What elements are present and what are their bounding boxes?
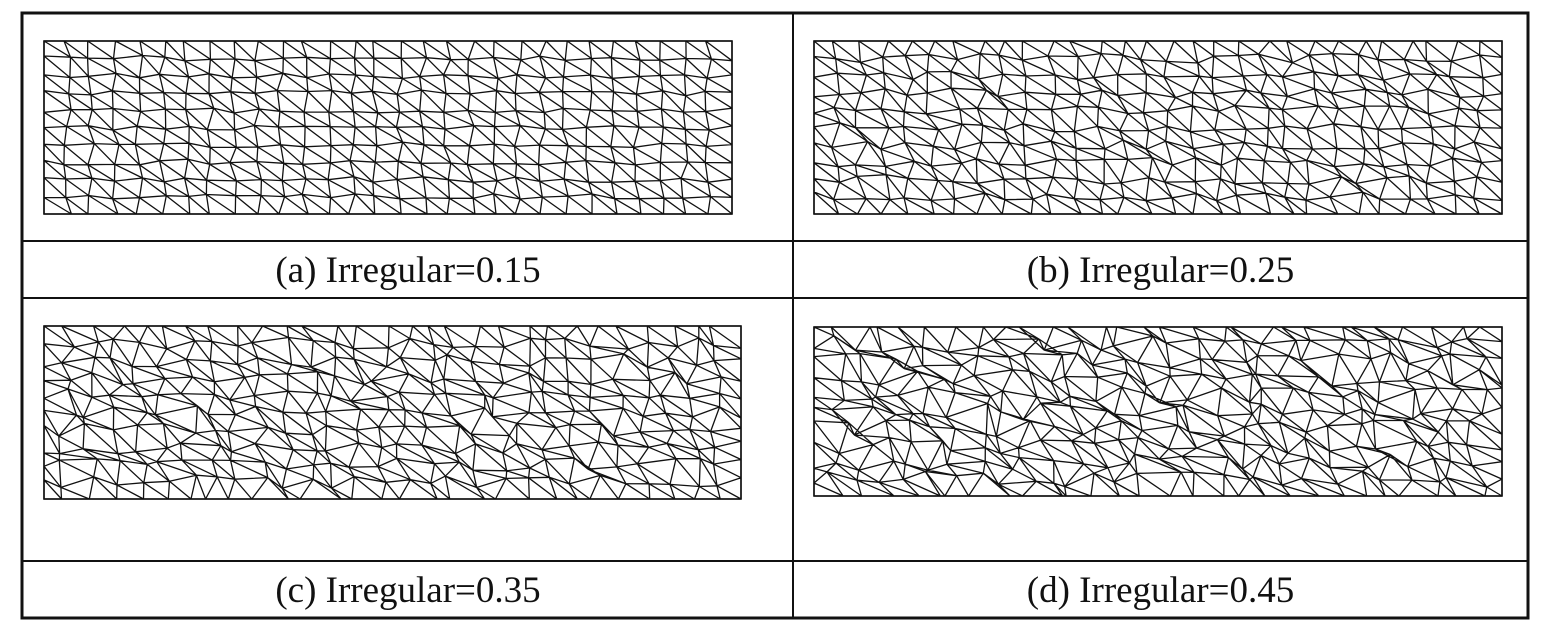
mesh-edges-c [43,325,742,500]
panel-caption-b: (b) Irregular=0.25 [1026,250,1295,291]
mesh-panel-b [813,40,1503,215]
mesh-panel-a [43,40,733,215]
mesh-boundary-b [813,40,1503,215]
mesh-edges-a [43,40,733,215]
mesh-edges-d [813,326,1503,497]
mesh-boundary-d [813,326,1503,497]
mesh-edges-b [813,40,1503,215]
mesh-boundary-a [43,40,733,215]
mesh-panel-d [813,326,1503,497]
mesh-panel-c [43,325,742,500]
panel-caption-d: (d) Irregular=0.45 [1026,570,1295,611]
table-frame [20,11,1530,620]
panel-caption-c: (c) Irregular=0.35 [275,570,541,611]
mesh-boundary-c [43,325,742,500]
panel-caption-a: (a) Irregular=0.15 [275,250,541,291]
